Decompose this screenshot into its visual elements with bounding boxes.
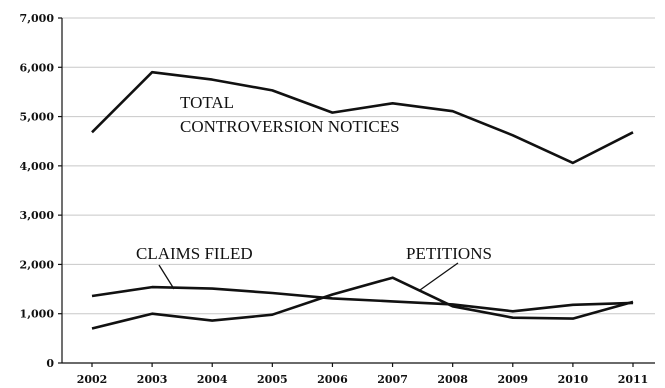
series-line-total-controversion-notices	[91, 70, 634, 165]
series-line-claims-filed	[91, 285, 634, 313]
x-tick-label: 2009	[497, 373, 528, 386]
x-tick-label: 2011	[618, 373, 649, 386]
series-line-petitions	[91, 276, 634, 330]
x-tick-label: 2006	[317, 373, 348, 386]
y-tick-label: 2,000	[20, 258, 55, 271]
y-tick-labels: 0 1,000 2,000 3,000 4,000 5,000 6,000 7,000	[20, 12, 55, 370]
x-tick-label: 2003	[137, 373, 168, 386]
axes	[58, 17, 655, 367]
y-tick-label: 7,000	[20, 12, 55, 25]
y-tick-label: 5,000	[20, 111, 55, 124]
annotation-total-line2: CONTROVERSION NOTICES	[180, 117, 400, 136]
x-tick-label: 2005	[257, 373, 288, 386]
claims-filed-leader	[158, 264, 175, 290]
annotation-claims-filed: CLAIMS FILED	[136, 244, 253, 263]
x-tick-label: 2004	[197, 373, 228, 386]
x-tick-labels: 2002 2003 2004 2005 2006 2007 2008 2009 2010 2011	[77, 373, 649, 386]
x-tick-label: 2007	[377, 373, 408, 386]
y-tick-label: 6,000	[20, 61, 55, 74]
y-tick-label: 4,000	[20, 160, 55, 173]
gridlines	[62, 17, 655, 315]
annotation-petitions: PETITIONS	[406, 244, 492, 263]
series-lines	[91, 70, 634, 330]
y-tick-label: 1,000	[20, 308, 55, 321]
petitions-leader	[419, 262, 459, 291]
x-tick-label: 2008	[437, 373, 468, 386]
y-tick-label: 3,000	[20, 209, 55, 222]
y-tick-label: 0	[46, 357, 54, 370]
x-tick-label: 2002	[77, 373, 108, 386]
x-tick-label: 2010	[558, 373, 589, 386]
annotation-total-line1: TOTAL	[180, 93, 234, 112]
